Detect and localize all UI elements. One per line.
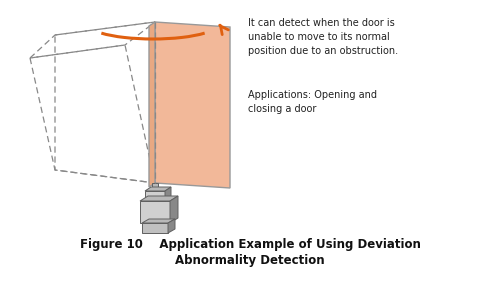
Polygon shape — [145, 187, 171, 191]
Polygon shape — [155, 22, 230, 188]
Polygon shape — [145, 191, 165, 201]
Polygon shape — [152, 183, 158, 191]
Polygon shape — [142, 219, 175, 223]
Polygon shape — [165, 187, 171, 201]
Text: Applications: Opening and
closing a door: Applications: Opening and closing a door — [248, 90, 377, 114]
Polygon shape — [168, 219, 175, 233]
Text: Figure 10    Application Example of Using Deviation: Figure 10 Application Example of Using D… — [80, 238, 420, 251]
Polygon shape — [149, 22, 155, 187]
Polygon shape — [140, 196, 178, 201]
Polygon shape — [170, 196, 178, 223]
Text: It can detect when the door is
unable to move to its normal
position due to an o: It can detect when the door is unable to… — [248, 18, 398, 56]
Polygon shape — [140, 201, 170, 223]
Text: Abnormality Detection: Abnormality Detection — [175, 254, 325, 267]
Polygon shape — [142, 223, 168, 233]
